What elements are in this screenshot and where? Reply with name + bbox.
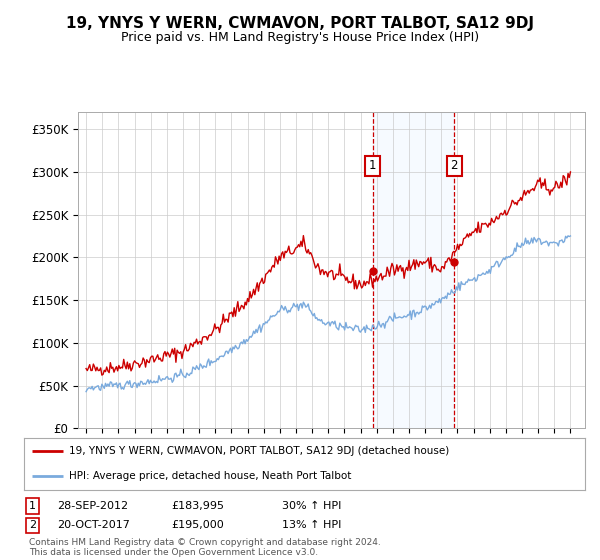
Text: 1: 1 (29, 501, 36, 511)
Text: 19, YNYS Y WERN, CWMAVON, PORT TALBOT, SA12 9DJ: 19, YNYS Y WERN, CWMAVON, PORT TALBOT, S… (66, 16, 534, 31)
Text: 2: 2 (29, 520, 36, 530)
Text: 13% ↑ HPI: 13% ↑ HPI (282, 520, 341, 530)
Text: 20-OCT-2017: 20-OCT-2017 (57, 520, 130, 530)
Text: 19, YNYS Y WERN, CWMAVON, PORT TALBOT, SA12 9DJ (detached house): 19, YNYS Y WERN, CWMAVON, PORT TALBOT, S… (69, 446, 449, 456)
Text: Contains HM Land Registry data © Crown copyright and database right 2024.
This d: Contains HM Land Registry data © Crown c… (29, 538, 380, 557)
Text: 30% ↑ HPI: 30% ↑ HPI (282, 501, 341, 511)
Text: £183,995: £183,995 (171, 501, 224, 511)
Text: Price paid vs. HM Land Registry's House Price Index (HPI): Price paid vs. HM Land Registry's House … (121, 31, 479, 44)
Bar (373, 112, 454, 428)
Text: 2: 2 (451, 160, 458, 172)
Text: £195,000: £195,000 (171, 520, 224, 530)
Text: 1: 1 (369, 160, 376, 172)
Text: 28-SEP-2012: 28-SEP-2012 (57, 501, 128, 511)
Text: HPI: Average price, detached house, Neath Port Talbot: HPI: Average price, detached house, Neat… (69, 470, 351, 480)
